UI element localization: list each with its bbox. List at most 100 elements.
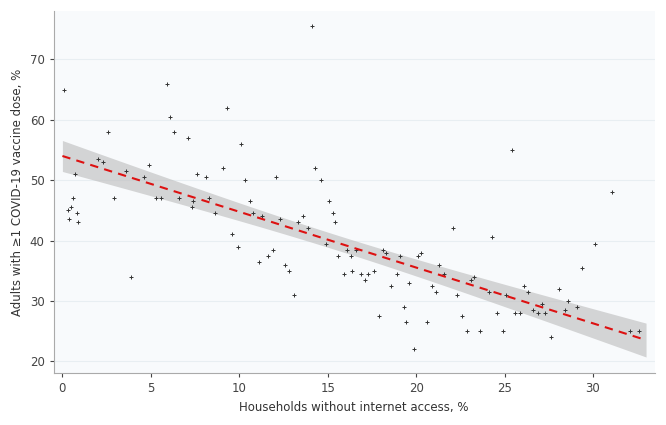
Point [430, 289, 441, 295]
Point [545, 334, 556, 340]
Point [510, 309, 521, 316]
Point [607, 189, 618, 196]
Point [257, 213, 268, 220]
Point [434, 261, 444, 268]
Point [248, 210, 259, 217]
Point [368, 267, 379, 274]
Point [151, 195, 161, 201]
Point [487, 234, 498, 241]
Point [333, 252, 344, 259]
Point [589, 240, 600, 247]
Point [501, 292, 511, 298]
Point [64, 216, 75, 223]
Point [303, 225, 314, 232]
Point [577, 264, 587, 271]
Point [381, 249, 392, 256]
Point [351, 246, 362, 253]
Point [68, 195, 79, 201]
Point [71, 210, 82, 217]
Point [109, 195, 119, 201]
Point [284, 267, 294, 274]
Point [452, 292, 462, 298]
Point [126, 273, 137, 280]
Point [404, 279, 414, 286]
Point [232, 243, 243, 250]
Point [356, 270, 366, 277]
Point [506, 147, 517, 153]
Point [93, 156, 103, 162]
Point [377, 246, 388, 253]
Point [192, 171, 202, 178]
Point [457, 312, 468, 319]
Point [416, 249, 427, 256]
Point [392, 270, 402, 277]
Point [625, 328, 635, 334]
Point [66, 204, 77, 211]
Point [360, 276, 370, 283]
Point [63, 207, 73, 214]
Point [342, 246, 352, 253]
Point [395, 252, 406, 259]
Point [227, 231, 238, 238]
Point [144, 162, 155, 168]
Point [563, 298, 573, 304]
Point [121, 168, 131, 175]
Point [474, 328, 485, 334]
Point [374, 312, 384, 319]
Point [161, 80, 172, 87]
Point [253, 258, 264, 265]
Point [347, 267, 358, 274]
Point [324, 198, 335, 205]
Point [330, 219, 340, 226]
Point [527, 306, 538, 313]
Point [462, 328, 473, 334]
Point [188, 198, 198, 205]
Point [174, 195, 184, 201]
Point [559, 306, 570, 313]
Point [156, 195, 166, 201]
Point [239, 177, 250, 184]
Point [139, 174, 149, 181]
Point [222, 104, 232, 111]
Point [412, 252, 423, 259]
Point [165, 113, 176, 120]
Point [409, 346, 420, 353]
Point [492, 309, 503, 316]
Point [262, 252, 273, 259]
Point [69, 171, 80, 178]
Point [484, 289, 494, 295]
Point [536, 300, 547, 307]
Point [346, 252, 356, 259]
Point [469, 273, 480, 280]
Point [427, 282, 438, 289]
Point [274, 216, 285, 223]
Point [280, 261, 290, 268]
Point [182, 134, 193, 141]
Point [448, 225, 459, 232]
Point [320, 240, 331, 247]
Point [306, 23, 317, 30]
Point [292, 219, 303, 226]
Point [515, 309, 525, 316]
Point [103, 128, 114, 135]
Point [533, 309, 543, 316]
Point [244, 198, 255, 205]
Point [398, 303, 409, 310]
Point [519, 282, 529, 289]
Point [540, 309, 551, 316]
Point [209, 210, 220, 217]
Point [310, 164, 320, 171]
Point [522, 289, 533, 295]
Point [554, 286, 565, 292]
Point [236, 141, 246, 147]
Point [204, 195, 214, 201]
Point [422, 319, 432, 326]
Point [289, 292, 300, 298]
Point [338, 270, 349, 277]
Point [498, 328, 508, 334]
Point [271, 174, 282, 181]
Point [73, 219, 84, 226]
X-axis label: Households without internet access, %: Households without internet access, % [240, 401, 469, 414]
Point [218, 164, 228, 171]
Point [466, 276, 476, 283]
